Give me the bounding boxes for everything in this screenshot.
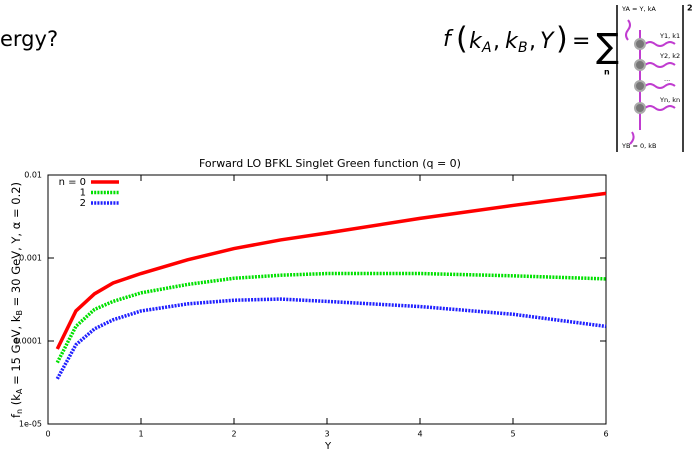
x-tick-label: 6 [603, 430, 608, 439]
x-tick-label: 2 [231, 430, 236, 439]
chart-title: Forward LO BFKL Singlet Green function (… [199, 157, 461, 170]
paren: ) [556, 22, 568, 57]
series-line [55, 191, 607, 350]
rung-label: Y1, k1 [659, 32, 680, 40]
legend-label: n = 0 [59, 177, 86, 188]
formula-f: f [443, 27, 454, 52]
paren: ( [456, 22, 468, 57]
comma: , [529, 29, 536, 54]
diagram [616, 5, 684, 152]
y-tick-label: 0.001 [19, 254, 42, 263]
formula: f ( k A , k B , Y ) = ∑ n [443, 22, 619, 77]
heading: ergy? [0, 27, 58, 51]
square: 2 [687, 4, 693, 13]
diagram-bottom: YB = 0, kB [621, 142, 657, 150]
formula-k: k [505, 29, 519, 54]
y-tick-label: 0.0001 [14, 337, 42, 346]
rung-label: Yn, kn [659, 96, 680, 104]
x-tick-label: 1 [138, 430, 143, 439]
formula-k: k [469, 29, 483, 54]
rungs [644, 41, 676, 111]
x-axis-label: Y [324, 441, 332, 452]
formula-sum: ∑ [596, 27, 619, 67]
series-line [55, 297, 607, 380]
legend-label: 1 [80, 188, 86, 199]
formula-eq: = [572, 29, 590, 54]
formula-sub: B [518, 40, 528, 56]
formula-sub: A [481, 40, 492, 56]
x-tick-label: 5 [510, 430, 515, 439]
y-axis-label: fn (kA = 15 GeV, kB = 30 GeV, Y, α = 0.2… [9, 182, 24, 418]
x-tick-label: 0 [45, 430, 50, 439]
diagram-labels: YA = Y, kA Y1, k1 Y2, k2 ... Yn, kn YB =… [621, 4, 693, 151]
plot-frame [47, 174, 607, 425]
formula-n: n [604, 68, 610, 77]
legend-label: 2 [80, 198, 86, 209]
rung-label: Y2, k2 [659, 52, 680, 60]
y-tick-label: 0.01 [24, 171, 42, 180]
series-line [55, 271, 607, 364]
rung-label: ... [664, 75, 670, 83]
formula-Y: Y [540, 29, 555, 54]
diagram-top: YA = Y, kA [621, 5, 656, 13]
x-tick-label: 3 [324, 430, 329, 439]
comma: , [493, 29, 500, 54]
x-tick-label: 4 [417, 430, 422, 439]
y-tick-label: 1e-05 [19, 420, 42, 429]
